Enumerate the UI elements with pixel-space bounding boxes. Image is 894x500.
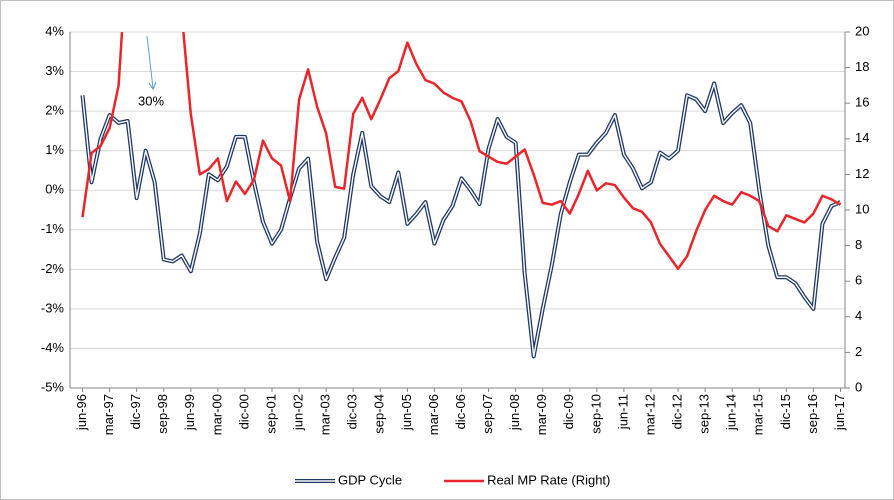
x-tick-label: dic-15 [778, 394, 793, 429]
x-tick-label: mar-09 [534, 394, 549, 435]
y2-tick-label: 8 [855, 237, 862, 252]
y2-tick-label: 10 [855, 201, 869, 216]
x-tick-label: sep-10 [588, 394, 603, 434]
x-tick-label: jun-02 [291, 394, 306, 431]
y-tick-label: 1% [45, 142, 64, 157]
x-tick-label: mar-03 [318, 394, 333, 435]
x-tick-label: dic-12 [670, 394, 685, 429]
y2-tick-label: 12 [855, 166, 869, 181]
y-tick-label: -5% [41, 379, 65, 394]
series-line [81, 32, 842, 270]
y2-tick-label: 16 [855, 95, 869, 110]
legend-label: GDP Cycle [338, 472, 402, 487]
x-tick-label: mar-97 [101, 394, 116, 435]
x-tick-label: sep-13 [697, 394, 712, 434]
y2-tick-label: 18 [855, 59, 869, 74]
y2-tick-label: 6 [855, 273, 862, 288]
x-tick-label: mar-12 [642, 394, 657, 435]
x-tick-label: dic-06 [453, 394, 468, 429]
annotation-arrow [146, 35, 153, 88]
y-tick-label: 0% [45, 182, 64, 197]
y-tick-label: -3% [41, 300, 65, 315]
y-tick-label: -1% [41, 221, 65, 236]
series-line-inner [81, 82, 841, 358]
x-tick-label: sep-07 [480, 394, 495, 434]
annotation: 30% [138, 93, 164, 108]
y2-tick-label: 0 [855, 379, 862, 394]
y-tick-label: 4% [45, 23, 64, 38]
x-tick-label: sep-16 [805, 394, 820, 434]
legend-label: Real MP Rate (Right) [487, 472, 610, 487]
x-tick-label: jun-96 [74, 394, 89, 431]
y2-tick-label: 2 [855, 344, 862, 359]
x-tick-label: mar-15 [751, 394, 766, 435]
x-tick-label: sep-01 [263, 394, 278, 434]
y2-tick-label: 4 [855, 308, 862, 323]
legend: GDP Cycle Real MP Rate (Right) [295, 472, 610, 487]
x-tick-label: jun-14 [724, 394, 739, 431]
x-tick-label: dic-03 [345, 394, 360, 429]
y-tick-label: 3% [45, 63, 64, 78]
x-tick-label: sep-98 [155, 394, 170, 434]
y-tick-label: -4% [41, 340, 65, 355]
x-tick-label: jun-08 [507, 394, 522, 431]
axes: -5% -4% -3% -2% -1% 0% 1% 2% 3% 4% 0 2 4 6 8 10 12 14 16 18… [41, 23, 870, 435]
x-tick-label: dic-97 [128, 394, 143, 429]
x-tick-label: jun-11 [615, 394, 630, 430]
y-tick-label: -2% [41, 261, 65, 276]
x-tick-label: jun-05 [399, 394, 414, 431]
x-tick-label: dic-09 [561, 394, 576, 429]
y-tick-label: 2% [45, 103, 64, 118]
x-tick-label: mar-06 [426, 394, 441, 435]
plot-area [80, 32, 842, 359]
x-tick-label: sep-04 [372, 394, 387, 434]
x-tick-label: jun-99 [182, 394, 197, 431]
x-tick-label: mar-00 [209, 394, 224, 435]
x-tick-label: dic-00 [236, 394, 251, 429]
y2-tick-label: 14 [855, 130, 869, 145]
y2-tick-label: 20 [855, 23, 869, 38]
x-tick-label: jun-17 [832, 394, 847, 431]
